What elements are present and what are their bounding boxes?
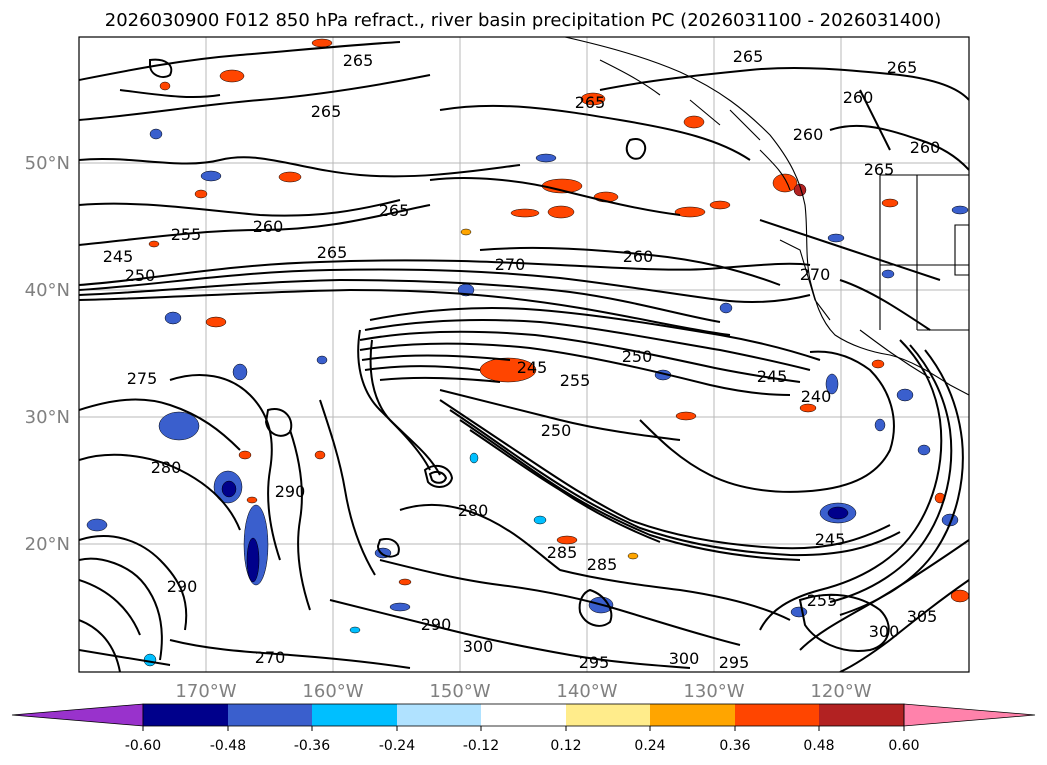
contour-label: 265 (887, 58, 918, 77)
contour-label: 290 (275, 482, 306, 501)
contour-labels: 265 265 265 265 265 260 260 260 265 260 … (103, 47, 941, 672)
colorbar-segment (819, 704, 904, 726)
colorbar-tick-label: -0.24 (379, 738, 415, 754)
contour-label: 260 (623, 247, 654, 266)
colorbar-segment (650, 704, 735, 726)
contour-label: 295 (579, 653, 610, 672)
colorbar-tick-label: -0.48 (210, 738, 246, 754)
lon-label-120w: 120°W (810, 681, 871, 702)
lat-label-30n: 30°N (25, 407, 70, 428)
map-panel: 265 265 265 265 265 260 260 260 265 260 … (78, 36, 970, 673)
colorbar-tick-label: 0.24 (634, 738, 665, 754)
contour-label: 240 (801, 387, 832, 406)
contour-label: 250 (622, 347, 653, 366)
contour-label: 245 (517, 358, 548, 377)
contour-label: 265 (733, 47, 764, 66)
contour-label: 255 (807, 591, 838, 610)
colorbar-segment (735, 704, 819, 726)
colorbar-tick-label: -0.36 (294, 738, 330, 754)
lat-label-50n: 50°N (25, 153, 70, 174)
longitude-labels: 170°W 160°W 150°W 140°W 130°W 120°W (175, 681, 871, 702)
contour-label: 275 (127, 369, 158, 388)
lat-label-40n: 40°N (25, 280, 70, 301)
colorbar-tick-label: 0.60 (888, 738, 919, 754)
contour-label: 265 (379, 201, 410, 220)
colorbar-segment (566, 704, 650, 726)
contour-label: 300 (463, 637, 494, 656)
colorbar-tick-label: 0.48 (803, 738, 834, 754)
contour-label: 290 (421, 615, 452, 634)
colorbar-extend-high (903, 703, 1036, 727)
colorbar-segment (228, 704, 312, 726)
colorbar-tick-label: -0.12 (463, 738, 499, 754)
colorbar-segment (312, 704, 397, 726)
contour-label: 300 (869, 622, 900, 641)
contour-label: 265 (575, 93, 606, 112)
contour-label: 265 (317, 243, 348, 262)
colorbar-segment (397, 704, 481, 726)
contour-label: 305 (907, 607, 938, 626)
coastline (564, 37, 969, 396)
colorbar-tick-label: 0.12 (550, 738, 581, 754)
contour-label: 285 (587, 555, 618, 574)
colorbar-extend-low (11, 703, 144, 727)
colorbar-segment (143, 704, 228, 726)
lon-label-170w: 170°W (175, 681, 236, 702)
colorbar-tick-marks (142, 726, 905, 731)
lon-label-130w: 130°W (683, 681, 744, 702)
contour-label: 280 (151, 458, 182, 477)
contour-label: 260 (843, 88, 874, 107)
contour-label: 265 (311, 102, 342, 121)
contour-label: 285 (547, 543, 578, 562)
contour-label: 255 (560, 371, 591, 390)
lon-label-150w: 150°W (429, 681, 490, 702)
contour-label: 260 (253, 217, 284, 236)
contour-label: 290 (167, 577, 198, 596)
contour-label: 295 (719, 653, 750, 672)
colorbar-segment (481, 704, 566, 726)
contour-label: 260 (793, 125, 824, 144)
map-border (78, 36, 970, 673)
contour-label: 280 (458, 501, 489, 520)
lon-label-160w: 160°W (302, 681, 363, 702)
lon-label-140w: 140°W (556, 681, 617, 702)
colorbar-tick-label: -0.60 (125, 738, 161, 754)
contour-label: 250 (541, 421, 572, 440)
contour-label: 265 (343, 51, 374, 70)
contour-label: 300 (669, 649, 700, 668)
contour-label: 255 (171, 225, 202, 244)
contour-label: 245 (815, 530, 846, 549)
refractivity-contours (79, 41, 969, 672)
latitude-labels: 50°N 40°N 30°N 20°N (25, 153, 70, 555)
contour-label: 270 (800, 265, 831, 284)
colorbar-tick-label: 0.36 (719, 738, 750, 754)
map-background (79, 37, 969, 672)
contour-label: 270 (255, 648, 286, 667)
contour-label: 250 (125, 266, 156, 285)
lat-label-20n: 20°N (25, 534, 70, 555)
colorbar-border (142, 703, 905, 727)
contour-label: 270 (495, 255, 526, 274)
colorbar: -0.60 -0.48 -0.36 -0.24 -0.12 0.12 0.24 … (11, 703, 1036, 754)
contour-label: 245 (103, 247, 134, 266)
figure-title: 2026030900 F012 850 hPa refract., river … (105, 10, 941, 31)
contour-label: 245 (757, 367, 788, 386)
colorbar-tick-labels: -0.60 -0.48 -0.36 -0.24 -0.12 0.12 0.24 … (125, 738, 920, 754)
contour-label: 260 (910, 138, 941, 157)
contour-label: 265 (864, 160, 895, 179)
